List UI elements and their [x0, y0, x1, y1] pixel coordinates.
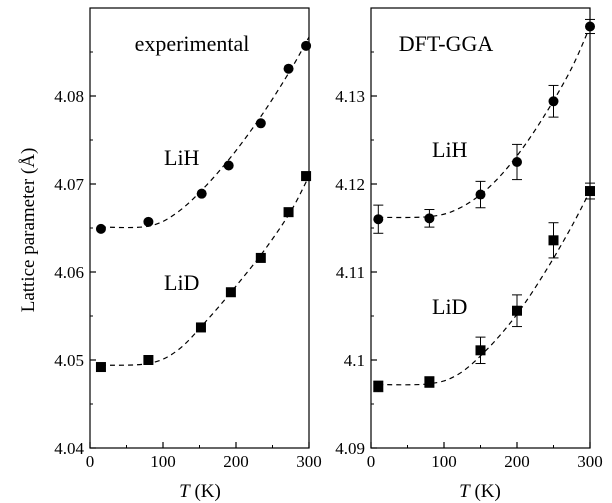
- data-point-lid: [512, 305, 522, 316]
- panel-title: DFT-GGA: [399, 31, 494, 56]
- x-tick-label: 200: [504, 452, 530, 471]
- fit-curve-lih: [100, 36, 310, 229]
- data-point-lid: [95, 362, 106, 373]
- x-ticks: 0 100 200 300: [86, 442, 322, 471]
- data-point-lid: [143, 355, 154, 365]
- x-tick-label: 300: [577, 452, 603, 471]
- data-point-lid: [301, 171, 312, 182]
- fit-curves: [100, 36, 310, 366]
- fit-curve-lid: [100, 175, 310, 366]
- y-tick-label: 4.13: [335, 87, 365, 106]
- data-point-lih: [143, 216, 154, 227]
- series-label-lid: LiD: [164, 270, 199, 295]
- data-point-lid: [585, 186, 595, 197]
- data-point-lih: [585, 21, 595, 32]
- data-point-lih: [424, 213, 435, 224]
- y-tick-label: 4.06: [54, 263, 84, 282]
- y-ticks: 4.04 4.05 4.06 4.07 4.08: [54, 51, 96, 458]
- data-point-lih: [301, 40, 312, 51]
- data-point-lih: [255, 118, 266, 129]
- y-tick-label: 4.04: [54, 439, 84, 458]
- y-tick-label: 4.08: [54, 87, 84, 106]
- data-point-lid: [475, 345, 486, 356]
- y-ticks: 4.09 4.1 4.11 4.12 4.13: [335, 51, 377, 458]
- panel-dft-gga: DFT-GGA LiH LiD 0 100 200 300 4.094.14.114.…: [335, 7, 603, 502]
- x-axis-title: T (K): [179, 481, 221, 502]
- data-point-lid: [283, 207, 294, 218]
- series-label-lih: LiH: [432, 137, 468, 162]
- data-point-lid: [225, 287, 236, 298]
- data-point-lih: [95, 223, 106, 234]
- x-ticks: 0 100 200 300: [367, 442, 603, 471]
- panel-title: experimental: [135, 31, 250, 56]
- data-points: [373, 18, 595, 393]
- plot-frame: [370, 7, 591, 449]
- fit-curves: [378, 26, 591, 386]
- x-axis-title: T (K): [459, 481, 501, 502]
- fit-curve-lid: [378, 190, 591, 386]
- data-point-lid: [548, 235, 559, 246]
- y-tick-label: 4.11: [336, 263, 365, 282]
- data-point-lih: [475, 189, 486, 200]
- y-tick-label: 4.12: [335, 175, 365, 194]
- panel-experimental: experimental LiH LiD 0 100 200 300 4.04 4.05…: [54, 7, 322, 502]
- y-tick-label: 4.05: [54, 351, 84, 370]
- x-tick-label: 200: [223, 452, 249, 471]
- data-point-lih: [373, 214, 384, 225]
- x-tick-label: 100: [150, 452, 176, 471]
- data-point-lid: [255, 252, 266, 263]
- data-points: [95, 40, 312, 373]
- series-label-lih: LiH: [164, 145, 200, 170]
- y-axis-title: Lattice parameter (Å): [18, 148, 39, 313]
- data-point-lih: [512, 157, 522, 167]
- y-tick-label: 4.09: [335, 439, 365, 458]
- data-point-lih: [196, 188, 207, 199]
- x-tick-label: 300: [296, 452, 322, 471]
- data-point-lih: [223, 160, 234, 171]
- data-point-lid: [424, 377, 435, 387]
- x-tick-label: 100: [431, 452, 457, 471]
- data-point-lid: [195, 322, 206, 333]
- y-tick-label: 4.1: [344, 351, 365, 370]
- data-point-lid: [373, 381, 384, 392]
- x-tick-label: 0: [86, 452, 95, 471]
- data-point-lih: [548, 96, 559, 107]
- series-label-lid: LiD: [432, 294, 467, 319]
- data-point-lih: [283, 63, 294, 74]
- y-tick-label: 4.07: [54, 175, 84, 194]
- x-tick-label: 0: [367, 452, 376, 471]
